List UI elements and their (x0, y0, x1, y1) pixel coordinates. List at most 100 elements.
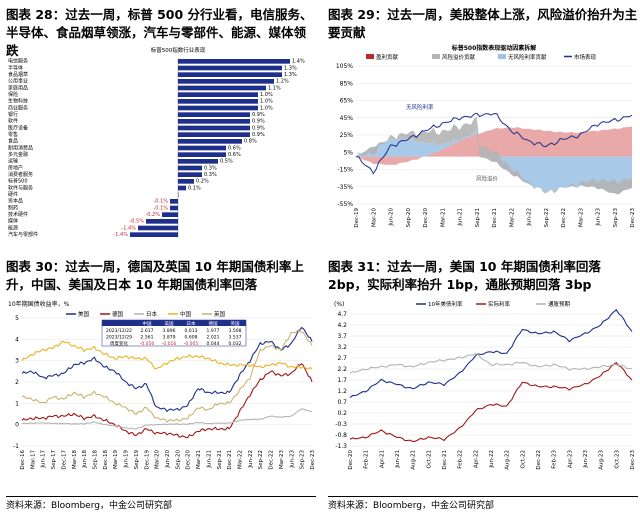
chart29-xtick: Mar-21 (440, 208, 446, 227)
chart28-bar (178, 185, 186, 191)
chart30-xtick: Mar-22 (238, 450, 244, 469)
chart28-category-label: 软件 (8, 118, 18, 125)
chart28-category-label: 银行 (8, 111, 18, 118)
chart29-legend-label: 风险溢价贡献 (442, 53, 476, 61)
chart28-value-label: 1.0% (260, 92, 273, 98)
chart28-value-label: 1.0% (260, 99, 273, 105)
chart31-ytick: -0.3 (335, 421, 347, 428)
chart31-ytick: -1.3 (335, 443, 347, 450)
chart31-xtick: Oct-23 (614, 450, 620, 469)
chart28-bar (178, 105, 258, 111)
chart29-legend-swatch (432, 54, 440, 59)
chart30-table-header: 英国 (231, 320, 240, 327)
chart28-bar (170, 199, 178, 204)
chart29-area-riskfree (356, 130, 632, 195)
chart31-ytick: 4.2 (337, 322, 347, 329)
chart29-ytick: -15% (337, 167, 353, 174)
chart28-value-label: 0.9% (252, 112, 265, 118)
chart29-xtick: Dec-21 (492, 208, 498, 228)
chart30-xtick: Jun-19 (124, 450, 130, 469)
chart30-xtick: Sep-19 (134, 450, 140, 470)
chart28-value-label: 0.6% (228, 145, 241, 151)
chart29-legend-label: 盈利贡献 (376, 53, 399, 61)
chart29-ytick: 5% (343, 149, 353, 156)
chart30-table-cell: 3.508 (229, 328, 242, 334)
chart30-xtick: Dec-23 (310, 450, 316, 470)
chart31-xtick: Dec-20 (348, 450, 354, 470)
chart31-xtick: Apr-21 (379, 450, 385, 468)
chart28-bar (178, 139, 242, 144)
chart30-xtick: Dec-21 (227, 450, 233, 470)
chart31-line-0 (349, 308, 633, 399)
chart28-category-label: 半导体 (8, 64, 23, 71)
chart29-xtick: Mar-22 (509, 208, 515, 227)
chart31-ytick: -0.8 (335, 432, 347, 439)
chart28-category-label: 资本品 (8, 198, 23, 205)
chart29-ytick: 25% (340, 132, 354, 139)
chart31-svg: (%) 10年美债利率 实际利率 通胀预期 4.7 4.2 3.7 3.2 2.7 2.2 1.7 1… (334, 300, 636, 470)
chart31-xtick: Aug-22 (505, 450, 511, 470)
chart30-xtick: Jun-22 (248, 450, 254, 469)
source-right: 资料来源：Bloomberg，中金公司研究部 (328, 501, 494, 511)
chart28-category-label: 商业服务 (8, 104, 28, 111)
chart30-table-cell: 0.608 (185, 335, 198, 341)
chart30-xtick: Sep-18 (93, 450, 99, 470)
chart30-ytick: 5 (15, 315, 19, 322)
chart31-xtick: Oct-21 (426, 450, 432, 469)
chart29-area-riskpremium (356, 116, 632, 195)
chart30-legend-label: 中国 (180, 310, 192, 318)
chart28-bar (162, 212, 178, 217)
chart30-table-cell: 3.879 (163, 335, 176, 341)
chart30-table-cell: 0.044 (207, 341, 220, 347)
chart30-xtick: Jun-20 (165, 450, 171, 469)
chart29-ytick: 65% (340, 98, 354, 105)
chart29-annotation: 无风险利率 (406, 103, 434, 111)
chart30-xtick: Jun-17 (41, 450, 47, 469)
chart28-bar (178, 85, 266, 91)
chart30-xtick: Sep-20 (175, 450, 181, 470)
chart28-value-label: 1.3% (284, 72, 297, 78)
chart31-legend-label: 实际利率 (488, 300, 511, 308)
chart28-value-label: 0.2% (196, 179, 209, 185)
chart28-value-label: -0.5% (129, 219, 144, 225)
chart29-xtick: Sep-21 (475, 208, 481, 227)
divider-left (6, 496, 316, 497)
chart29-xtick: Sep-22 (544, 208, 550, 227)
chart29-xtick: Dec-19 (354, 208, 360, 228)
chart31-xtick: Feb-23 (552, 450, 558, 469)
chart28-bar (178, 172, 202, 177)
chart31-ytick: 0.2 (337, 410, 347, 417)
chart28-bar (178, 92, 258, 97)
chart28-category-label: 零售 (8, 131, 18, 138)
chart31-title: (%) (334, 301, 344, 308)
chart31-xtick: Dec-21 (442, 450, 448, 470)
chart30-ytick: 0 (15, 422, 19, 429)
chart28-bar (178, 59, 290, 64)
chart30-line-0 (21, 326, 313, 413)
chart28-bar (178, 119, 250, 124)
chart28-category-label: 运输 (8, 158, 18, 165)
chart30-table-cell: 2023/12/29 (106, 335, 132, 341)
chart30-xtick: Mar-23 (279, 450, 285, 470)
chart30-legend-label: 美国 (78, 310, 90, 318)
chart29-title: 标普500指数表现驱动因素拆解 (451, 44, 537, 52)
chart28-category-label: 软件与服务 (8, 184, 33, 191)
chart28-value-label: 0.9% (252, 125, 265, 131)
chart30-table-cell: -0.056 (140, 341, 155, 347)
chart28-category-label: 汽车与零部件 (8, 231, 38, 238)
chart28-category-label: 多元金融 (8, 151, 28, 158)
chart30-line-3 (21, 340, 313, 370)
chart30-table-cell: 2.021 (207, 335, 220, 341)
chart31-line-2 (349, 353, 633, 374)
chart28-category-label: 保险 (8, 91, 18, 98)
chart30-table-header-bg (102, 320, 246, 326)
chart29-legend-label: 无风险利率贡献 (508, 53, 547, 61)
chart30-table-cell: 2023/12/22 (106, 328, 132, 334)
chart29-line-market (355, 112, 633, 175)
chart29-caption: 图表 29：过去一周，美股整体上涨，风险溢价抬升为主要贡献 (328, 7, 638, 40)
chart30-xtick: Sep-21 (217, 450, 223, 469)
chart30-xtick: Dec-17 (61, 450, 67, 470)
chart28-category-label: 媒体 (8, 218, 18, 225)
chart30-xtick: Dec-20 (186, 450, 192, 470)
